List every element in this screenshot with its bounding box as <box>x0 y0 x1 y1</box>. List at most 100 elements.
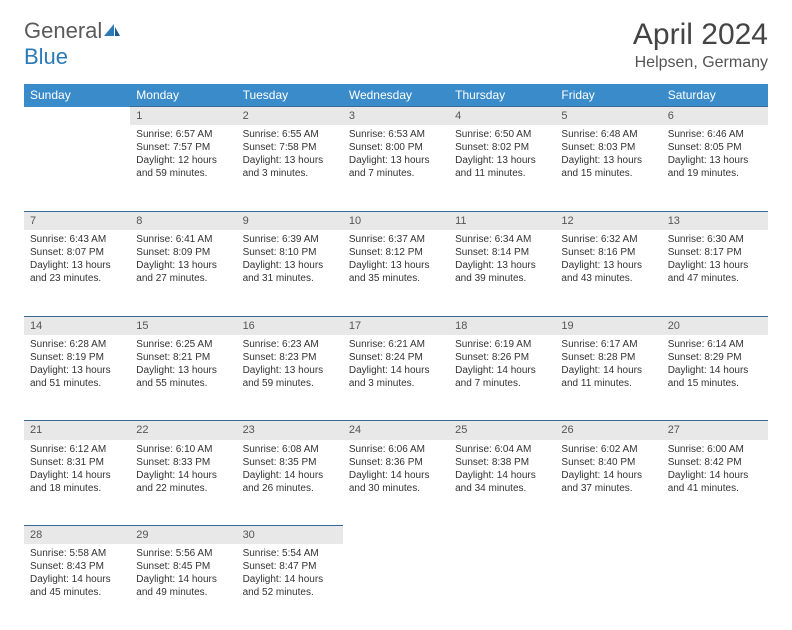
sunrise-line: Sunrise: 6:50 AM <box>455 128 549 141</box>
sunrise-line: Sunrise: 6:41 AM <box>136 233 230 246</box>
day-content-cell: Sunrise: 6:55 AMSunset: 7:58 PMDaylight:… <box>237 125 343 211</box>
daylight-line: Daylight: 14 hours and 41 minutes. <box>668 469 762 495</box>
day-content-row: Sunrise: 6:12 AMSunset: 8:31 PMDaylight:… <box>24 440 768 526</box>
day-number-cell: 30 <box>237 526 343 545</box>
day-number-row: 14151617181920 <box>24 316 768 335</box>
daylight-line: Daylight: 13 hours and 31 minutes. <box>243 259 337 285</box>
day-content-cell: Sunrise: 5:58 AMSunset: 8:43 PMDaylight:… <box>24 544 130 630</box>
day-content-cell: Sunrise: 5:56 AMSunset: 8:45 PMDaylight:… <box>130 544 236 630</box>
day-content-cell: Sunrise: 6:06 AMSunset: 8:36 PMDaylight:… <box>343 440 449 526</box>
sunset-line: Sunset: 8:14 PM <box>455 246 549 259</box>
weekday-header: Sunday <box>24 84 130 107</box>
day-content-cell: Sunrise: 6:37 AMSunset: 8:12 PMDaylight:… <box>343 230 449 316</box>
day-content-cell <box>343 544 449 630</box>
sunrise-line: Sunrise: 6:04 AM <box>455 443 549 456</box>
sunrise-line: Sunrise: 6:06 AM <box>349 443 443 456</box>
sunrise-line: Sunrise: 6:21 AM <box>349 338 443 351</box>
daylight-line: Daylight: 14 hours and 26 minutes. <box>243 469 337 495</box>
sunset-line: Sunset: 8:07 PM <box>30 246 124 259</box>
sunrise-line: Sunrise: 6:43 AM <box>30 233 124 246</box>
sunset-line: Sunset: 8:45 PM <box>136 560 230 573</box>
weekday-header: Saturday <box>662 84 768 107</box>
daylight-line: Daylight: 12 hours and 59 minutes. <box>136 154 230 180</box>
day-content-cell: Sunrise: 6:00 AMSunset: 8:42 PMDaylight:… <box>662 440 768 526</box>
daylight-line: Daylight: 14 hours and 22 minutes. <box>136 469 230 495</box>
day-number-cell: 3 <box>343 107 449 126</box>
location: Helpsen, Germany <box>633 54 768 72</box>
daylight-line: Daylight: 14 hours and 45 minutes. <box>30 573 124 599</box>
sunrise-line: Sunrise: 6:28 AM <box>30 338 124 351</box>
sunrise-line: Sunrise: 6:48 AM <box>561 128 655 141</box>
sunset-line: Sunset: 8:38 PM <box>455 456 549 469</box>
day-number-row: 123456 <box>24 107 768 126</box>
daylight-line: Daylight: 13 hours and 55 minutes. <box>136 364 230 390</box>
sunset-line: Sunset: 8:42 PM <box>668 456 762 469</box>
sunrise-line: Sunrise: 6:32 AM <box>561 233 655 246</box>
sunrise-line: Sunrise: 6:25 AM <box>136 338 230 351</box>
day-number-cell: 11 <box>449 211 555 230</box>
day-content-row: Sunrise: 6:28 AMSunset: 8:19 PMDaylight:… <box>24 335 768 421</box>
daylight-line: Daylight: 13 hours and 7 minutes. <box>349 154 443 180</box>
day-content-cell <box>662 544 768 630</box>
daylight-line: Daylight: 14 hours and 52 minutes. <box>243 573 337 599</box>
day-content-cell: Sunrise: 6:08 AMSunset: 8:35 PMDaylight:… <box>237 440 343 526</box>
sunrise-line: Sunrise: 5:56 AM <box>136 547 230 560</box>
day-number-cell: 9 <box>237 211 343 230</box>
day-content-cell: Sunrise: 6:14 AMSunset: 8:29 PMDaylight:… <box>662 335 768 421</box>
brand-logo: GeneralBlue <box>24 18 122 70</box>
day-number-cell: 28 <box>24 526 130 545</box>
weekday-header: Wednesday <box>343 84 449 107</box>
sunrise-line: Sunrise: 6:39 AM <box>243 233 337 246</box>
day-number-cell <box>343 526 449 545</box>
daylight-line: Daylight: 13 hours and 59 minutes. <box>243 364 337 390</box>
header: GeneralBlue April 2024 Helpsen, Germany <box>24 18 768 72</box>
sunrise-line: Sunrise: 6:02 AM <box>561 443 655 456</box>
sunrise-line: Sunrise: 6:34 AM <box>455 233 549 246</box>
day-number-cell: 29 <box>130 526 236 545</box>
day-content-row: Sunrise: 6:57 AMSunset: 7:57 PMDaylight:… <box>24 125 768 211</box>
day-content-cell: Sunrise: 6:39 AMSunset: 8:10 PMDaylight:… <box>237 230 343 316</box>
sunrise-line: Sunrise: 6:19 AM <box>455 338 549 351</box>
sunset-line: Sunset: 8:28 PM <box>561 351 655 364</box>
sunrise-line: Sunrise: 6:00 AM <box>668 443 762 456</box>
day-number-cell: 13 <box>662 211 768 230</box>
daylight-line: Daylight: 13 hours and 3 minutes. <box>243 154 337 180</box>
brand-name: GeneralBlue <box>24 18 122 70</box>
day-content-cell: Sunrise: 6:12 AMSunset: 8:31 PMDaylight:… <box>24 440 130 526</box>
day-content-cell: Sunrise: 6:23 AMSunset: 8:23 PMDaylight:… <box>237 335 343 421</box>
day-number-cell: 14 <box>24 316 130 335</box>
day-number-row: 282930 <box>24 526 768 545</box>
day-content-cell: Sunrise: 6:50 AMSunset: 8:02 PMDaylight:… <box>449 125 555 211</box>
daylight-line: Daylight: 13 hours and 47 minutes. <box>668 259 762 285</box>
day-number-cell: 2 <box>237 107 343 126</box>
day-number-cell: 8 <box>130 211 236 230</box>
day-number-cell: 25 <box>449 421 555 440</box>
day-number-cell: 7 <box>24 211 130 230</box>
day-number-cell: 16 <box>237 316 343 335</box>
sunrise-line: Sunrise: 5:58 AM <box>30 547 124 560</box>
sunset-line: Sunset: 8:43 PM <box>30 560 124 573</box>
daylight-line: Daylight: 14 hours and 15 minutes. <box>668 364 762 390</box>
sunset-line: Sunset: 8:24 PM <box>349 351 443 364</box>
sunrise-line: Sunrise: 6:12 AM <box>30 443 124 456</box>
weekday-header-row: SundayMondayTuesdayWednesdayThursdayFrid… <box>24 84 768 107</box>
day-content-cell: Sunrise: 6:04 AMSunset: 8:38 PMDaylight:… <box>449 440 555 526</box>
weekday-header: Thursday <box>449 84 555 107</box>
weekday-header: Monday <box>130 84 236 107</box>
day-number-cell: 15 <box>130 316 236 335</box>
day-number-cell: 10 <box>343 211 449 230</box>
daylight-line: Daylight: 14 hours and 11 minutes. <box>561 364 655 390</box>
sunset-line: Sunset: 8:40 PM <box>561 456 655 469</box>
daylight-line: Daylight: 14 hours and 30 minutes. <box>349 469 443 495</box>
daylight-line: Daylight: 14 hours and 3 minutes. <box>349 364 443 390</box>
sunset-line: Sunset: 8:12 PM <box>349 246 443 259</box>
daylight-line: Daylight: 14 hours and 49 minutes. <box>136 573 230 599</box>
brand-name-part2: Blue <box>24 44 68 69</box>
day-content-cell: Sunrise: 6:17 AMSunset: 8:28 PMDaylight:… <box>555 335 661 421</box>
day-content-cell: Sunrise: 6:48 AMSunset: 8:03 PMDaylight:… <box>555 125 661 211</box>
daylight-line: Daylight: 14 hours and 7 minutes. <box>455 364 549 390</box>
daylight-line: Daylight: 14 hours and 18 minutes. <box>30 469 124 495</box>
sunset-line: Sunset: 8:00 PM <box>349 141 443 154</box>
day-number-cell: 24 <box>343 421 449 440</box>
day-content-cell: Sunrise: 6:34 AMSunset: 8:14 PMDaylight:… <box>449 230 555 316</box>
